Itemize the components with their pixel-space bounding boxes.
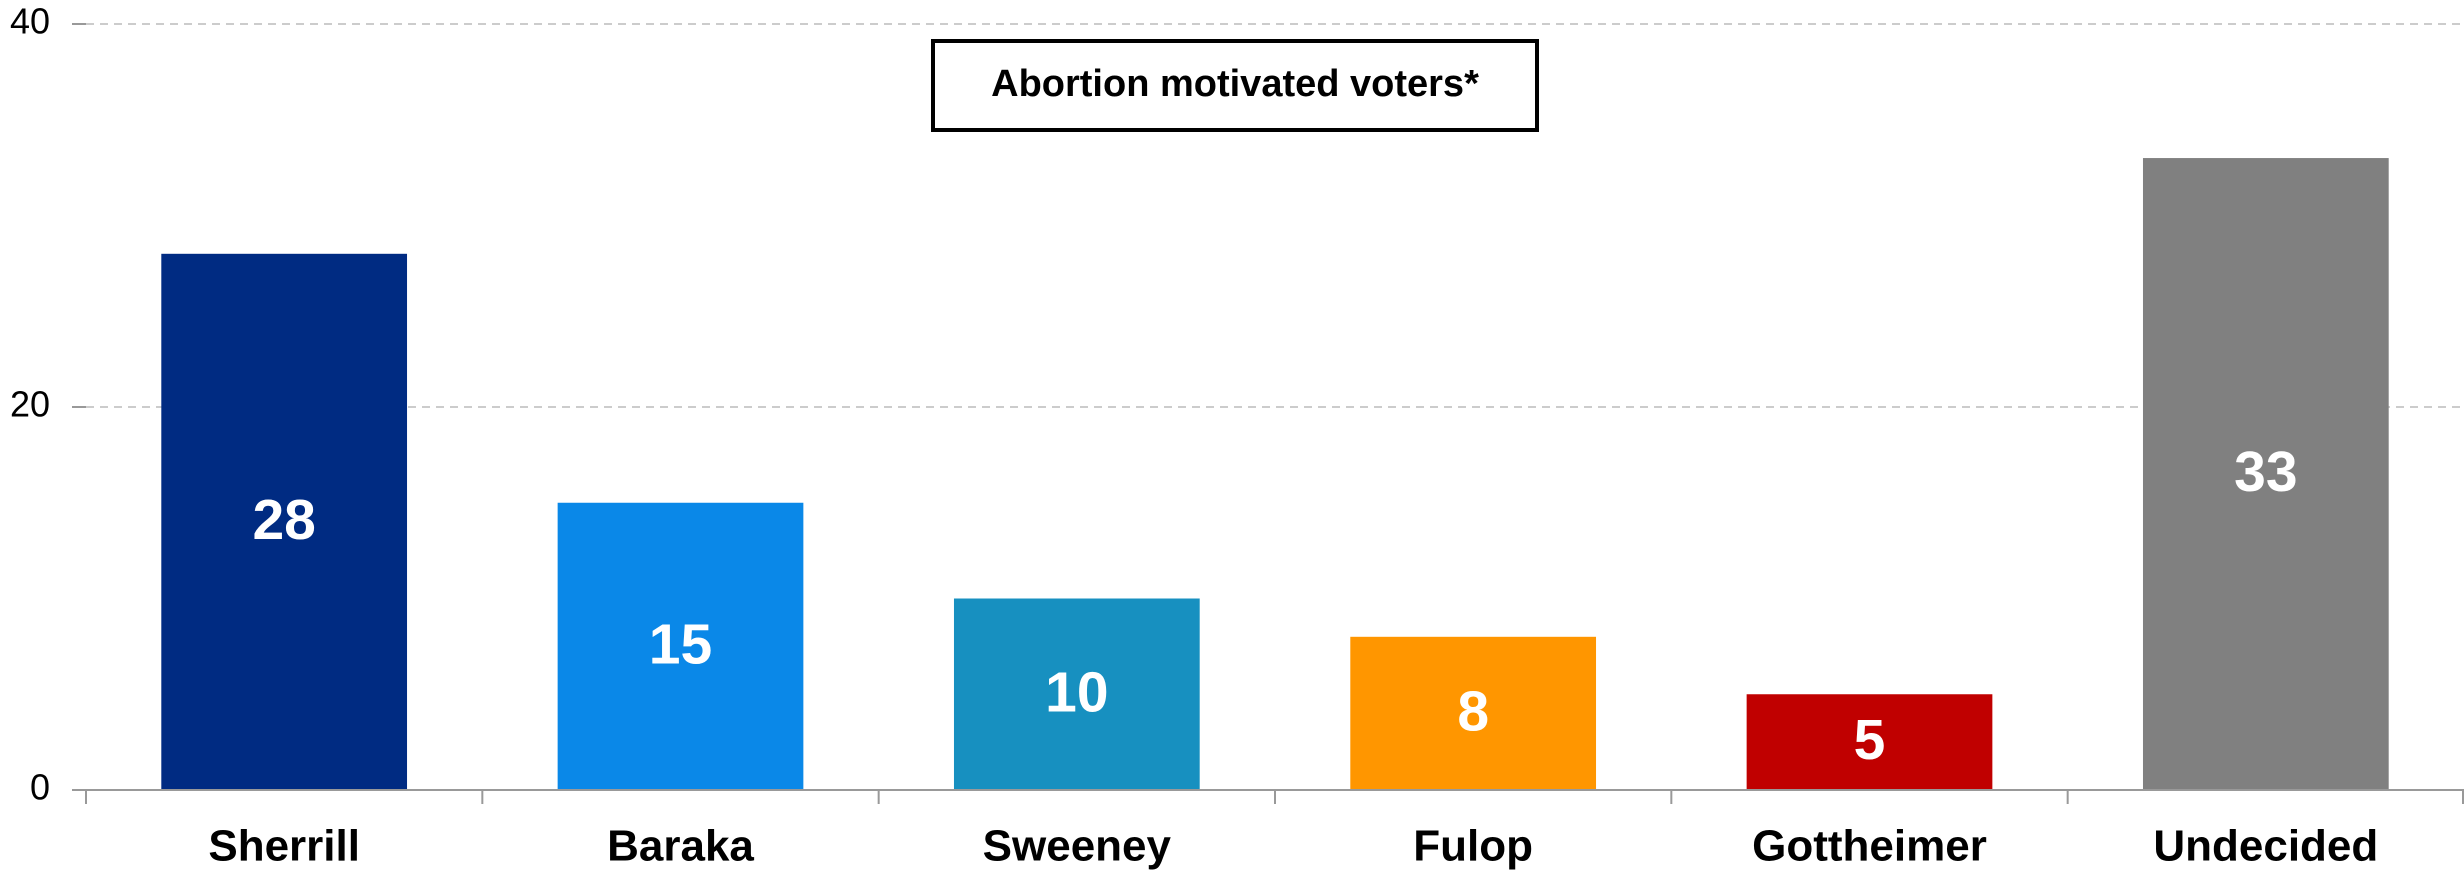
x-tick-label: Gottheimer xyxy=(1752,822,1987,871)
bar xyxy=(557,502,804,790)
title-box xyxy=(931,39,1539,132)
y-tick-label: 20 xyxy=(10,384,50,425)
x-tick-label: Undecided xyxy=(2153,822,2378,871)
bar xyxy=(953,598,1200,790)
data-label: 28 xyxy=(252,488,315,552)
y-tick-label: 0 xyxy=(30,767,50,808)
x-tick-label: Sherrill xyxy=(208,822,360,871)
data-label: 5 xyxy=(1854,708,1886,772)
data-label: 33 xyxy=(2234,440,2297,504)
x-tick-label: Baraka xyxy=(607,822,754,871)
data-label: 8 xyxy=(1457,679,1489,743)
x-tick-label: Sweeney xyxy=(983,822,1172,871)
chart-title: Abortion motivated voters* xyxy=(991,63,1479,105)
y-tick-label: 40 xyxy=(10,1,50,42)
x-tick-label: Fulop xyxy=(1413,822,1533,871)
bar xyxy=(1746,694,1993,790)
bar xyxy=(2142,158,2389,791)
bar xyxy=(161,253,408,791)
bar xyxy=(1350,636,1597,790)
data-label: 10 xyxy=(1045,660,1108,724)
data-label: 15 xyxy=(649,612,712,676)
